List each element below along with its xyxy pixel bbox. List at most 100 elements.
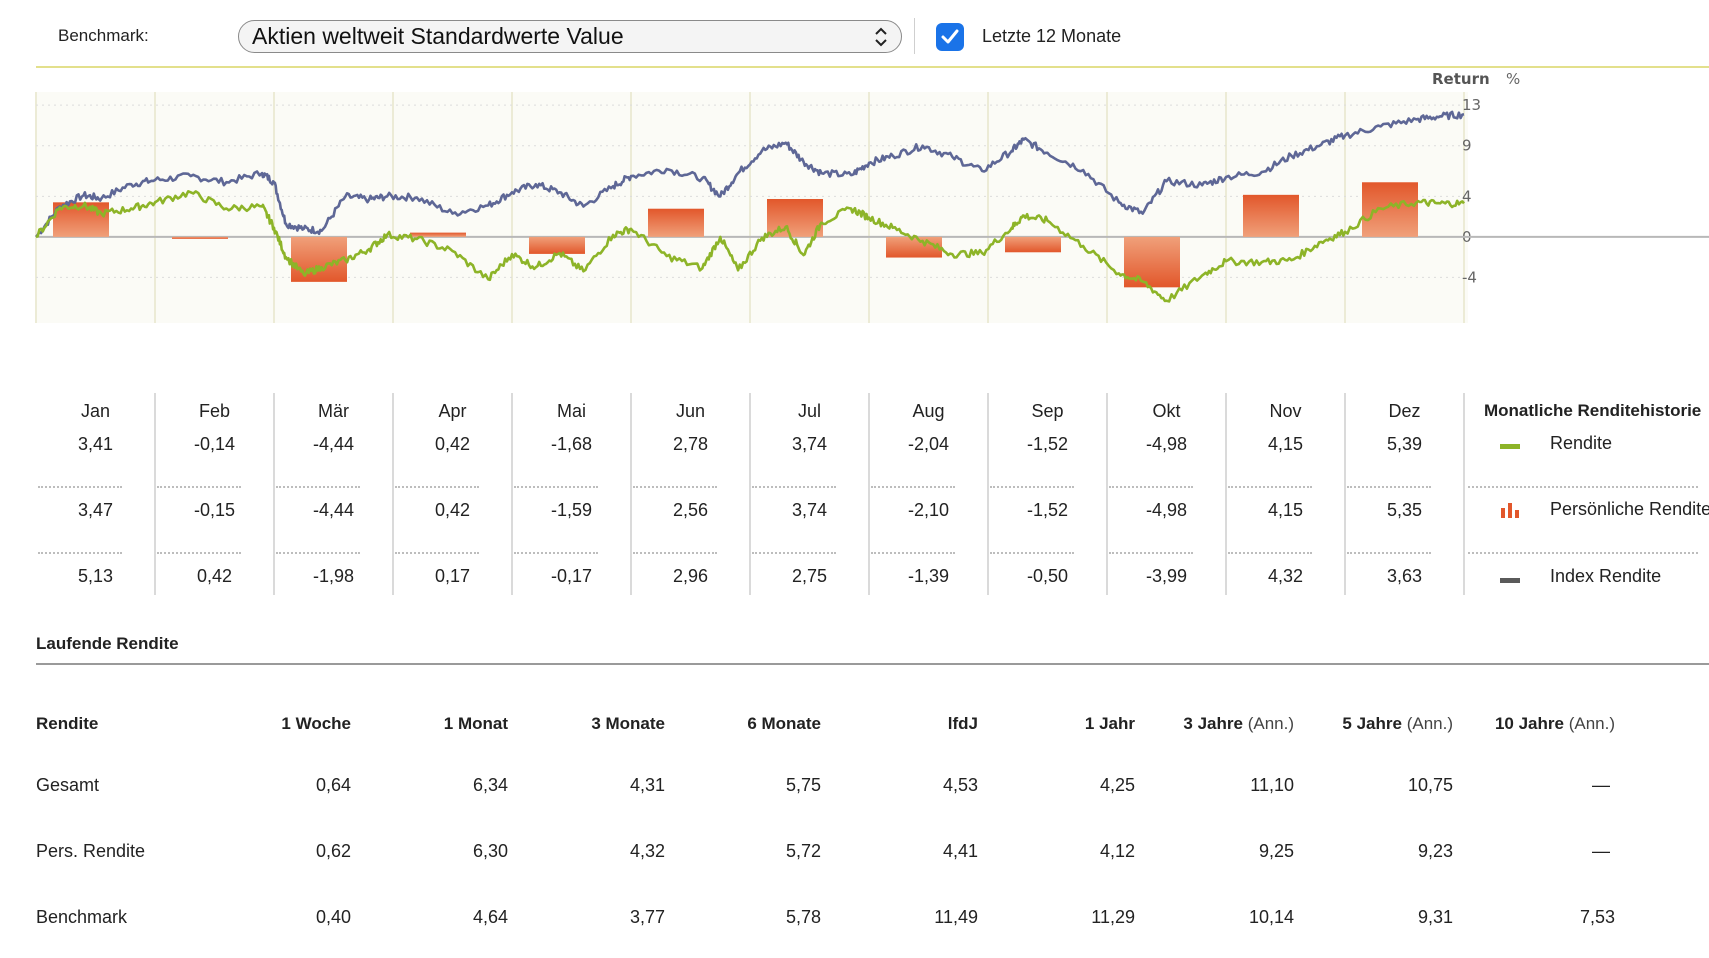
column-divider [749,393,751,595]
month-header: Feb [198,401,231,421]
row-separator [514,486,598,488]
running-column-annualized: (Ann.) [1563,714,1615,733]
month-pers-value: -1,52 [1026,500,1069,520]
column-divider [511,393,513,595]
column-divider [630,393,632,595]
y-tick-label: -4 [1462,268,1477,286]
legend-index-label: Index Rendite [1550,566,1662,586]
running-column-label: 3 Jahre [1183,714,1243,733]
running-returns-title: Laufende Rendite [36,634,179,653]
running-value-cell: 9,25 [1258,841,1294,861]
column-divider [1106,393,1108,595]
month-rendite-value: 3,41 [77,434,114,454]
month-rendite-value: 3,74 [791,434,828,454]
bar-chart-icon [1501,503,1519,518]
month-header: Jul [797,401,821,421]
month-header: Mär [318,401,349,421]
month-header: Sep [1031,401,1064,421]
running-column-label: lfdJ [947,714,978,733]
monthly-bar [1243,194,1299,237]
running-column-label: 1 Monat [443,714,508,733]
legend-rendite-swatch [1500,444,1520,449]
month-header: Jun [675,401,706,421]
month-index-value: -0,17 [550,566,593,586]
row-separator [752,486,836,488]
running-value-cell: 7,53 [1579,907,1615,927]
row-separator [990,552,1074,554]
row-separator [752,552,836,554]
series-line [35,190,1465,303]
column-divider [868,393,870,595]
row-separator [1228,552,1312,554]
row-separator [1347,552,1431,554]
y-tick-label: 4 [1462,187,1472,205]
monthly-bar [648,208,704,237]
benchmark-label: Benchmark: [58,26,149,45]
month-pers-value: 5,35 [1386,500,1423,520]
running-column-label: 5 Jahre [1342,714,1402,733]
running-column-header: 6 Monate [621,714,821,734]
month-pers-value: 2,56 [672,500,709,520]
month-rendite-value: -0,14 [193,434,236,454]
running-value-cell: 4,25 [1099,775,1135,795]
chart-lines [34,110,1465,303]
row-separator [157,552,241,554]
row-separator [1109,486,1193,488]
month-index-value: -0,50 [1026,566,1069,586]
column-divider [1463,393,1465,595]
last-12-months-label: Letzte 12 Monate [982,26,1122,46]
y-tick-label: 9 [1462,137,1472,155]
running-value-cell: 5,72 [785,841,821,861]
running-returns-divider [36,663,1709,665]
column-divider [1344,393,1346,595]
running-column-label: 3 Monate [591,714,665,733]
running-column-header: 3 Jahre (Ann.) [1094,714,1294,734]
column-divider [987,393,989,595]
month-rendite-value: -1,52 [1026,434,1069,454]
running-value-cell: 6,30 [472,841,508,861]
row-separator [1109,552,1193,554]
monthly-bar [1005,236,1061,253]
running-value-cell: 0,64 [315,775,351,795]
column-divider [1225,393,1227,595]
month-index-value: 2,75 [791,566,828,586]
header-divider-line [36,66,1709,68]
running-value-cell: — [1592,841,1610,861]
legend-pers-label: Persönliche Rendite [1550,499,1709,519]
running-column-label: 6 Monate [747,714,821,733]
series-line [34,110,1465,238]
row-separator [871,486,955,488]
benchmark-select-value: Aktien weltweit Standardwerte Value [252,23,624,49]
month-header: Nov [1269,401,1302,421]
y-axis-unit: % [1506,70,1520,88]
running-value-cell: 3,77 [629,907,665,927]
running-value-cell: 5,78 [785,907,821,927]
running-value-cell: 11,29 [1091,907,1135,927]
month-header: Mai [556,401,586,421]
row-separator [1468,552,1698,554]
running-value-cell: 9,23 [1417,841,1453,861]
benchmark-select[interactable]: Aktien weltweit Standardwerte Value [238,20,902,53]
row-separator [276,552,360,554]
running-column-header: 1 Jahr [935,714,1135,734]
running-value-cell: 4,32 [629,841,665,861]
legend-title: Monatliche Renditehistorie [1484,401,1702,420]
running-value-cell: — [1592,775,1610,795]
chart-axis: Return % [1432,70,1520,88]
month-pers-value: -4,44 [312,500,355,520]
row-separator [276,486,360,488]
running-row-label: Benchmark [36,907,128,927]
monthly-bar [529,236,585,254]
month-index-value: -1,39 [907,566,950,586]
last-12-months-checkbox[interactable] [936,23,964,51]
column-divider [154,393,156,595]
month-index-value: 4,32 [1267,566,1304,586]
running-column-label: 1 Jahr [1084,714,1135,733]
running-column-header: 10 Jahre (Ann.) [1415,714,1615,734]
row-separator [395,486,479,488]
month-index-value: 2,96 [672,566,709,586]
month-index-value: -1,98 [312,566,355,586]
